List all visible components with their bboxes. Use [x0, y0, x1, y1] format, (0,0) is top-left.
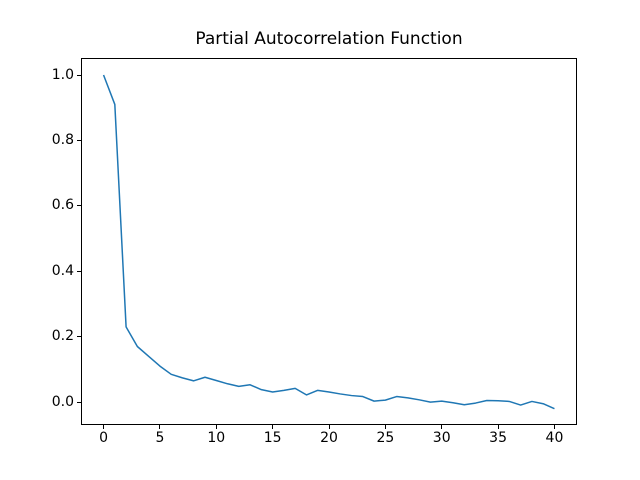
- x-tick-mark: [272, 425, 274, 429]
- y-tick-label: 0.6: [51, 197, 74, 214]
- x-tick-mark: [384, 425, 386, 429]
- y-tick-mark: [77, 401, 81, 403]
- pacf-line-path: [102, 74, 555, 410]
- x-tick-mark: [497, 425, 499, 429]
- x-tick-label: 10: [207, 430, 226, 446]
- y-tick-mark: [77, 74, 81, 76]
- y-tick-label: 0.0: [51, 393, 74, 410]
- x-tick-mark: [103, 425, 105, 429]
- x-tick-mark: [441, 425, 443, 429]
- x-tick-label: 0: [99, 430, 108, 446]
- chart-title: Partial Autocorrelation Function: [195, 29, 463, 49]
- x-tick-mark: [215, 425, 217, 429]
- y-tick-mark: [77, 205, 81, 207]
- x-tick-label: 40: [545, 430, 564, 446]
- x-tick-label: 30: [432, 430, 451, 446]
- y-tick-mark: [77, 336, 81, 338]
- y-tick-label: 0.2: [51, 328, 74, 345]
- y-tick-label: 1.0: [51, 66, 74, 83]
- y-tick-label: 0.4: [51, 262, 74, 279]
- x-tick-label: 15: [263, 430, 282, 446]
- y-tick-label: 0.8: [51, 131, 74, 148]
- plot-area-border: [81, 58, 577, 425]
- pacf-line-plot: [102, 74, 555, 410]
- x-tick-mark: [328, 425, 330, 429]
- x-tick-label: 25: [376, 430, 395, 446]
- x-tick-mark: [159, 425, 161, 429]
- x-tick-label: 20: [320, 430, 338, 446]
- y-tick-mark: [77, 139, 81, 141]
- x-tick-label: 5: [155, 430, 165, 446]
- y-tick-mark: [77, 270, 81, 272]
- x-tick-mark: [553, 425, 555, 429]
- x-tick-label: 35: [489, 430, 507, 446]
